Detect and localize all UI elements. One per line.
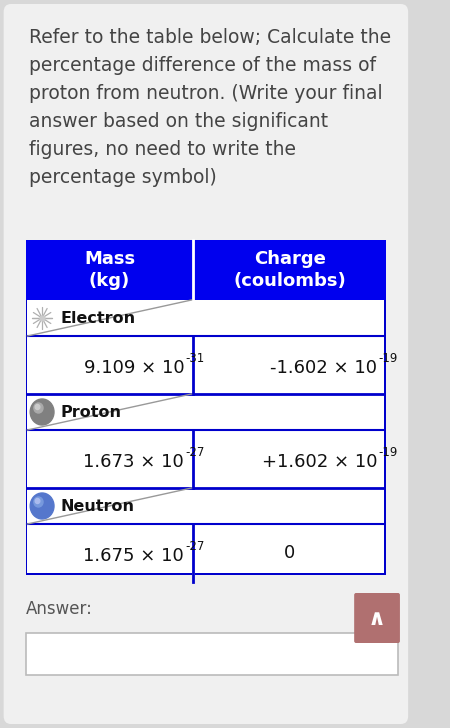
Circle shape — [35, 499, 40, 504]
Text: 1.673 × 10: 1.673 × 10 — [83, 453, 184, 471]
FancyBboxPatch shape — [354, 593, 400, 643]
Circle shape — [30, 399, 54, 425]
Circle shape — [34, 403, 43, 413]
Text: -31: -31 — [185, 352, 204, 365]
Text: percentage symbol): percentage symbol) — [29, 168, 217, 187]
Text: -19: -19 — [378, 352, 397, 365]
Text: ∧: ∧ — [368, 609, 386, 629]
Text: -27: -27 — [185, 446, 204, 459]
Text: figures, no need to write the: figures, no need to write the — [29, 140, 296, 159]
FancyBboxPatch shape — [4, 4, 408, 724]
Text: -19: -19 — [378, 446, 397, 459]
Text: 1.675 × 10: 1.675 × 10 — [83, 547, 184, 565]
Text: 0: 0 — [284, 544, 295, 562]
Text: Charge
(coulombs): Charge (coulombs) — [234, 250, 346, 290]
Text: -27: -27 — [185, 539, 204, 553]
Text: percentage difference of the mass of: percentage difference of the mass of — [29, 56, 376, 75]
Text: Electron: Electron — [60, 312, 135, 326]
Text: Answer:: Answer: — [26, 600, 93, 618]
Text: +1.602 × 10: +1.602 × 10 — [261, 453, 377, 471]
Text: proton from neutron. (Write your final: proton from neutron. (Write your final — [29, 84, 383, 103]
Text: answer based on the significant: answer based on the significant — [29, 112, 328, 131]
Text: Mass
(kg): Mass (kg) — [84, 250, 135, 290]
Bar — [27, 300, 384, 573]
Bar — [26, 240, 386, 575]
Text: Proton: Proton — [60, 405, 122, 420]
Circle shape — [34, 497, 43, 507]
Circle shape — [35, 405, 40, 409]
FancyBboxPatch shape — [26, 633, 398, 675]
Text: 9.109 × 10: 9.109 × 10 — [84, 359, 184, 377]
Bar — [26, 240, 386, 300]
Text: Neutron: Neutron — [60, 499, 135, 514]
Text: Refer to the table below; Calculate the: Refer to the table below; Calculate the — [29, 28, 392, 47]
Text: -1.602 × 10: -1.602 × 10 — [270, 359, 377, 377]
Circle shape — [30, 493, 54, 519]
